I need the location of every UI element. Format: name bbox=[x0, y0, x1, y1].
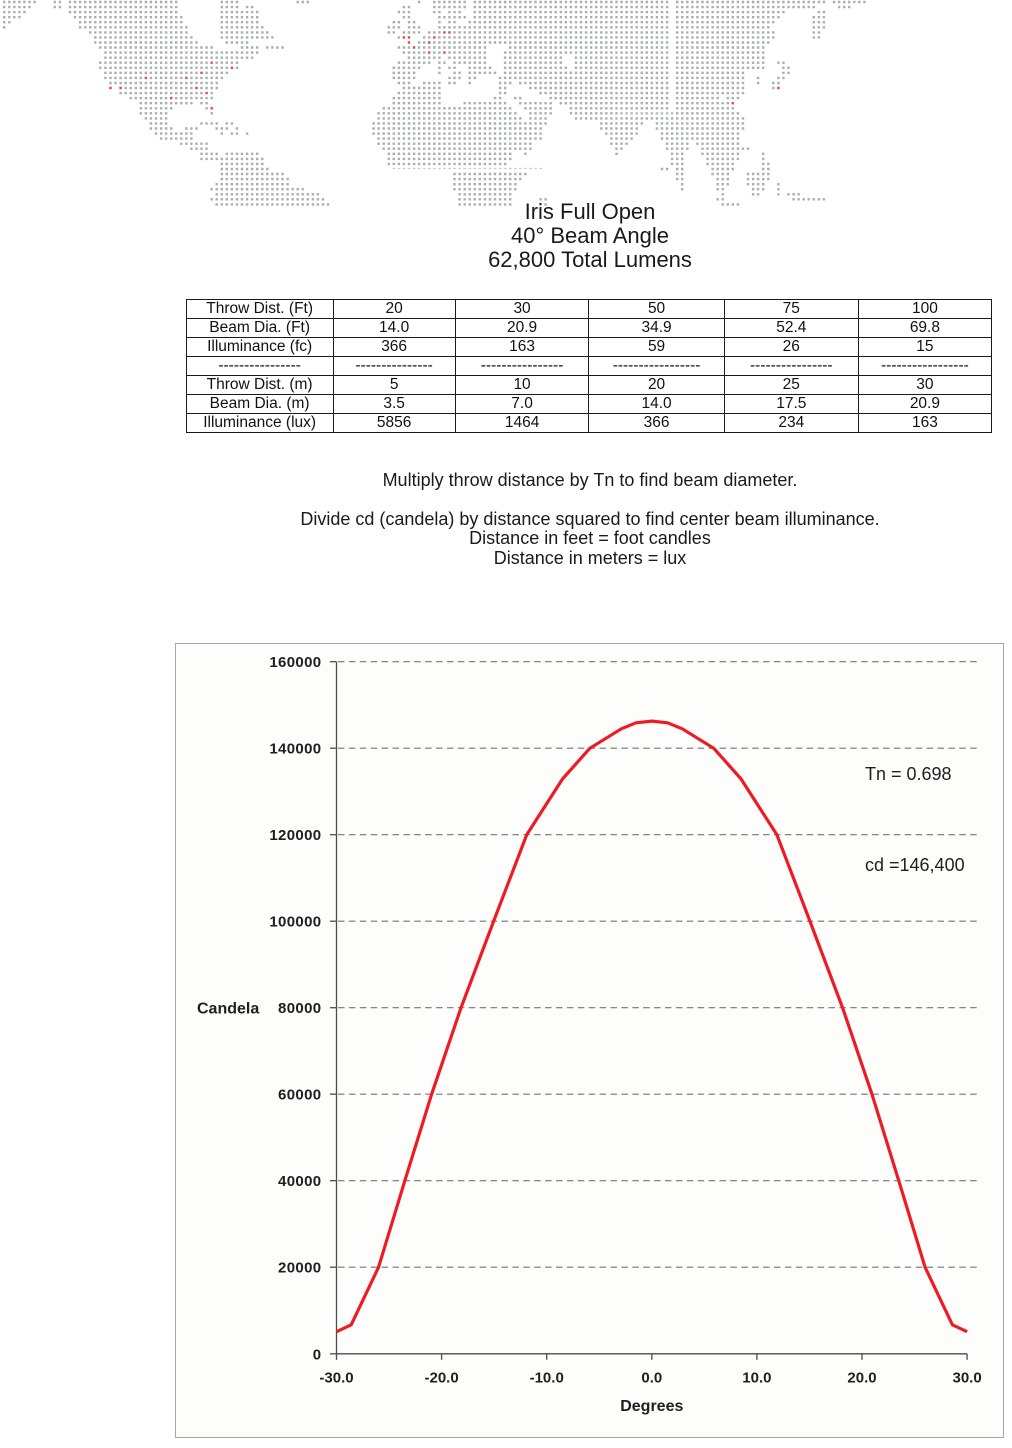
svg-text:80000: 80000 bbox=[278, 1000, 321, 1017]
svg-text:20000: 20000 bbox=[278, 1260, 321, 1277]
svg-text:Degrees: Degrees bbox=[620, 1398, 683, 1415]
svg-text:140000: 140000 bbox=[269, 741, 321, 758]
svg-text:0.0: 0.0 bbox=[641, 1370, 662, 1387]
svg-text:0: 0 bbox=[313, 1346, 322, 1363]
svg-text:100000: 100000 bbox=[269, 914, 321, 931]
svg-text:20.0: 20.0 bbox=[847, 1370, 876, 1387]
svg-text:-20.0: -20.0 bbox=[424, 1370, 458, 1387]
svg-text:-30.0: -30.0 bbox=[319, 1370, 353, 1387]
svg-text:30.0: 30.0 bbox=[952, 1370, 981, 1387]
svg-text:60000: 60000 bbox=[278, 1087, 321, 1104]
svg-text:40000: 40000 bbox=[278, 1173, 321, 1190]
svg-text:Candela: Candela bbox=[197, 1001, 259, 1018]
svg-text:Tn = 0.698: Tn = 0.698 bbox=[865, 764, 952, 784]
svg-text:10.0: 10.0 bbox=[742, 1370, 771, 1387]
svg-text:120000: 120000 bbox=[269, 827, 321, 844]
svg-text:cd =146,400: cd =146,400 bbox=[865, 855, 965, 875]
svg-text:-10.0: -10.0 bbox=[530, 1370, 564, 1387]
svg-text:160000: 160000 bbox=[269, 654, 321, 671]
